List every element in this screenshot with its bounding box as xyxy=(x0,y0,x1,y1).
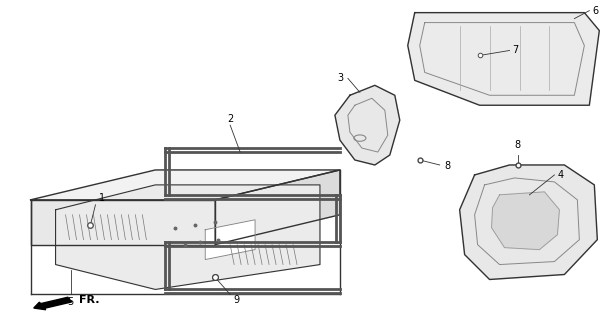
Polygon shape xyxy=(215,170,340,244)
Text: 3: 3 xyxy=(337,73,343,83)
Text: 5: 5 xyxy=(67,297,74,307)
FancyArrow shape xyxy=(34,297,72,310)
Text: 2: 2 xyxy=(227,114,234,124)
Polygon shape xyxy=(492,192,560,250)
Text: 8: 8 xyxy=(514,140,520,150)
Polygon shape xyxy=(335,85,400,165)
Polygon shape xyxy=(56,185,320,289)
Polygon shape xyxy=(205,220,255,260)
Text: 8: 8 xyxy=(445,161,451,171)
Polygon shape xyxy=(408,13,600,105)
Polygon shape xyxy=(31,170,340,200)
Text: 1: 1 xyxy=(99,193,105,203)
Polygon shape xyxy=(460,165,597,279)
Text: 4: 4 xyxy=(557,170,564,180)
Text: 6: 6 xyxy=(592,6,598,16)
Text: FR.: FR. xyxy=(79,295,99,305)
Text: 9: 9 xyxy=(233,295,240,305)
Text: 7: 7 xyxy=(512,45,519,55)
Polygon shape xyxy=(31,200,215,244)
